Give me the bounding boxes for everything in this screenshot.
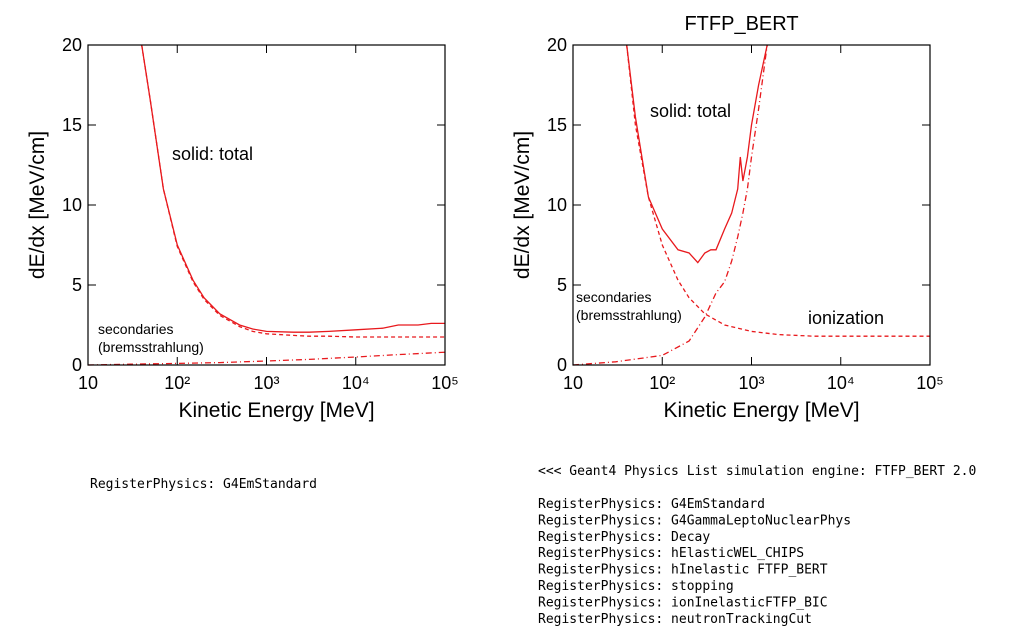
annotation: (bremsstrahlung): [98, 339, 204, 355]
x-tick-label: 10²: [164, 373, 190, 393]
x-tick-label: 10³: [738, 373, 764, 393]
x-tick-label: 10⁴: [827, 373, 855, 393]
y-axis-label: dE/dx [MeV/cm]: [511, 131, 534, 279]
series-line: [141, 44, 445, 333]
annotation: secondaries: [576, 289, 652, 305]
console-line: RegisterPhysics: ionInelasticFTFP_BIC: [538, 595, 828, 610]
y-tick-label: 10: [62, 195, 82, 215]
y-tick-label: 20: [62, 35, 82, 55]
console-line: RegisterPhysics: G4GammaLeptoNuclearPhys: [538, 513, 851, 528]
plot-frame: [87, 44, 446, 366]
series-line: [572, 44, 768, 366]
console-line: RegisterPhysics: hInelastic FTFP_BERT: [538, 563, 828, 578]
y-tick-label: 10: [547, 195, 567, 215]
console-line: RegisterPhysics: G4EmStandard: [538, 497, 765, 512]
y-tick-label: 0: [72, 355, 82, 375]
console-line: RegisterPhysics: stopping: [538, 579, 734, 594]
annotation: secondaries: [98, 321, 174, 337]
annotation: solid: total: [172, 144, 253, 164]
console-line: RegisterPhysics: hElasticWEL_CHIPS: [538, 546, 804, 561]
console-line: RegisterPhysics: neutronTrackingCut: [538, 612, 812, 627]
series-line: [626, 44, 768, 264]
x-tick-label: 10⁵: [431, 373, 458, 393]
x-tick-label: 10: [78, 373, 98, 393]
x-tick-label: 10²: [649, 373, 675, 393]
annotation: ionization: [808, 308, 884, 328]
x-tick-label: 10⁴: [342, 373, 370, 393]
y-tick-label: 5: [557, 275, 567, 295]
console-header: <<< Geant4 Physics List simulation engin…: [538, 464, 976, 479]
x-axis-label: Kinetic Energy [MeV]: [663, 399, 859, 422]
x-axis-label: Kinetic Energy [MeV]: [178, 399, 374, 422]
x-tick-label: 10⁵: [916, 373, 943, 393]
y-tick-label: 5: [72, 275, 82, 295]
chart-title: FTFP_BERT: [684, 13, 798, 35]
series-line: [626, 44, 930, 337]
y-tick-label: 15: [547, 115, 567, 135]
y-axis-label: dE/dx [MeV/cm]: [26, 131, 49, 279]
y-tick-label: 0: [557, 355, 567, 375]
x-tick-label: 10: [563, 373, 583, 393]
annotation: (bremsstrahlung): [576, 307, 682, 323]
y-tick-label: 20: [547, 35, 567, 55]
annotation: solid: total: [650, 101, 731, 121]
y-tick-label: 15: [62, 115, 82, 135]
console-line: RegisterPhysics: Decay: [538, 530, 710, 545]
x-tick-label: 10³: [253, 373, 279, 393]
console-line: RegisterPhysics: G4EmStandard: [90, 477, 317, 492]
series-line: [141, 44, 445, 338]
